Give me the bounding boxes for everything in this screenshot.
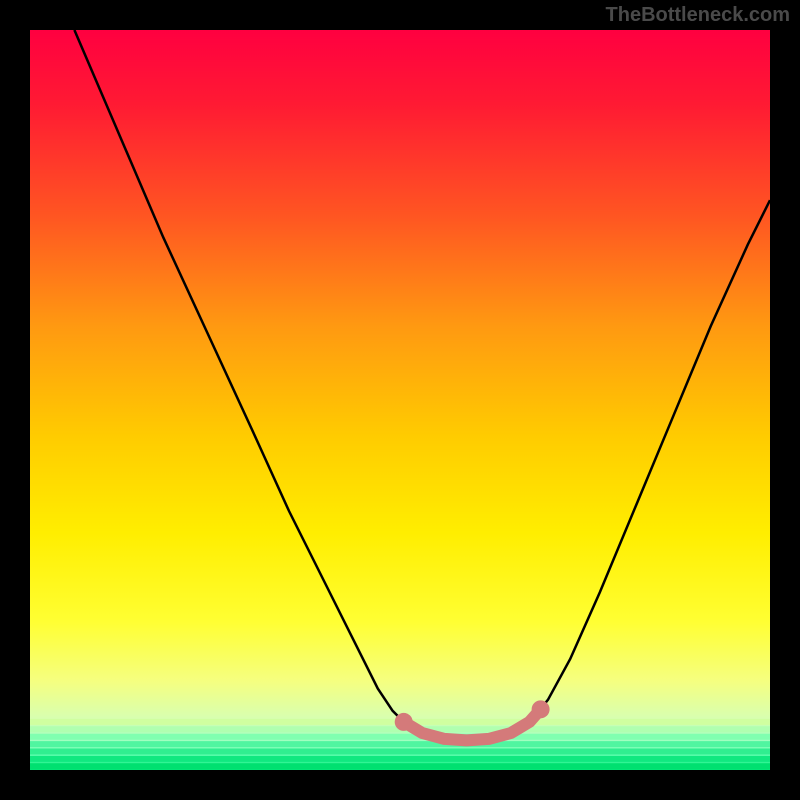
plot-background — [30, 30, 770, 770]
bottleneck-chart — [0, 0, 800, 800]
highlight-endpoint-left — [395, 713, 413, 731]
watermark-text: TheBottleneck.com — [606, 4, 790, 27]
highlight-endpoint-right — [532, 700, 550, 718]
chart-container: TheBottleneck.com — [0, 0, 800, 800]
